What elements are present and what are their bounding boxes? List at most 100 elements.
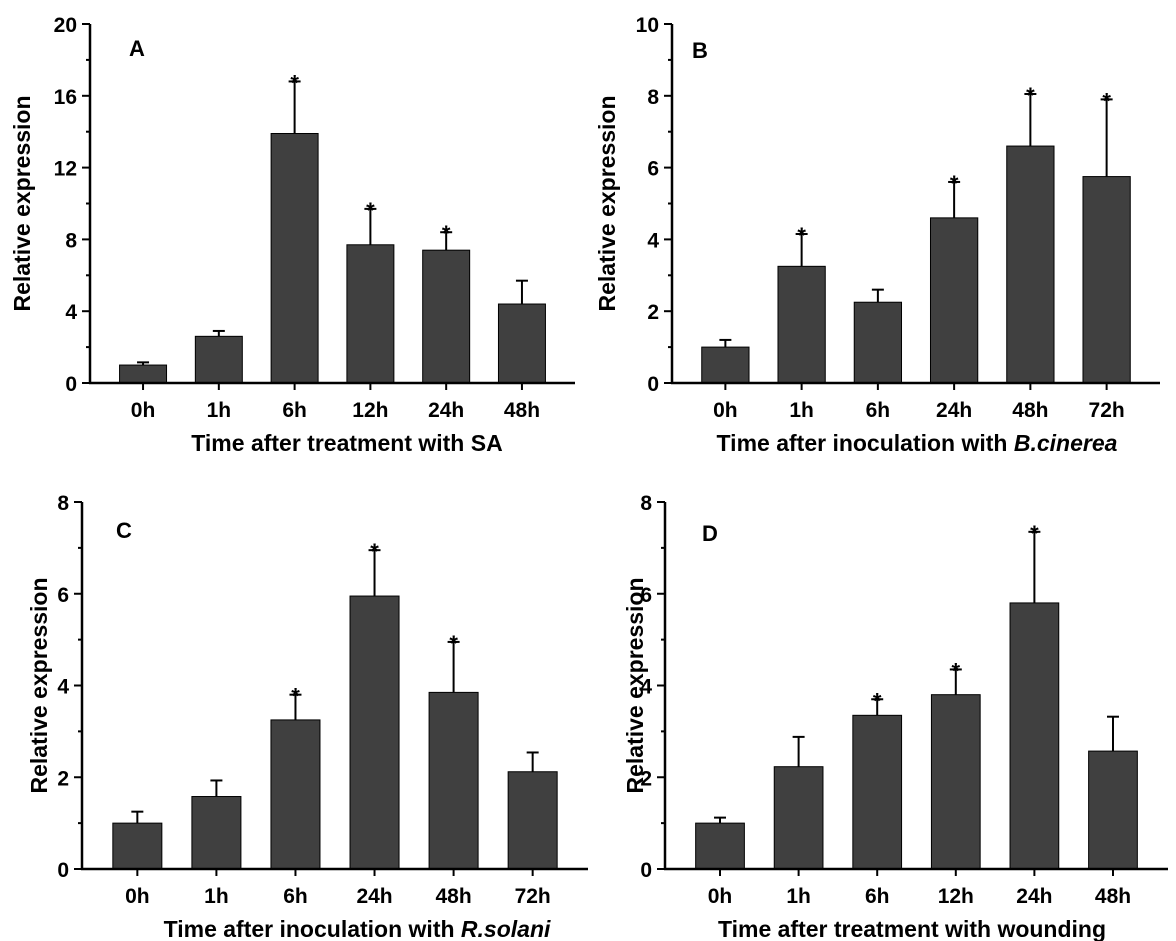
y-tick-label: 0 bbox=[640, 859, 652, 882]
x-tick-label: 1h bbox=[789, 399, 814, 422]
significance-marker: * bbox=[449, 631, 458, 656]
chart-panel-d: * * * 0 2 4 6 8 0h 1h 6h 12h 24h 48h D Relative express… bbox=[622, 492, 1168, 941]
bar bbox=[1088, 750, 1138, 870]
bar bbox=[853, 301, 903, 384]
y-axis-title: Relative expression bbox=[622, 577, 648, 793]
panel-label: B bbox=[692, 38, 708, 63]
panel-label: A bbox=[129, 36, 145, 61]
y-tick-label: 2 bbox=[647, 301, 659, 324]
y-tick-label: 4 bbox=[640, 676, 652, 699]
x-axis-title-text: Time after treatment with wounding bbox=[718, 916, 1106, 941]
bar bbox=[507, 771, 558, 870]
y-tick-label: 16 bbox=[54, 86, 77, 109]
y-tick-label: 6 bbox=[647, 158, 659, 181]
y-axis-title: Relative expression bbox=[594, 95, 620, 311]
bar bbox=[270, 719, 321, 870]
significance-marker: * bbox=[873, 688, 882, 713]
significance-marker: * bbox=[950, 171, 959, 196]
x-axis-title: Time after treatment with wounding bbox=[718, 916, 1106, 941]
x-tick-label: 6h bbox=[283, 885, 308, 908]
bar bbox=[1009, 602, 1060, 870]
y-tick-label: 6 bbox=[57, 584, 69, 607]
bar bbox=[194, 335, 243, 384]
x-tick-label: 0h bbox=[708, 885, 733, 908]
x-tick-label: 0h bbox=[713, 399, 738, 422]
x-tick-label: 48h bbox=[436, 885, 472, 908]
x-axis-title-text: Time after inoculation with bbox=[164, 916, 461, 941]
y-tick-label: 8 bbox=[647, 86, 659, 109]
x-tick-label: 1h bbox=[786, 885, 811, 908]
y-tick-label: 0 bbox=[57, 859, 69, 882]
x-tick-label: 6h bbox=[865, 885, 890, 908]
x-tick-label: 0h bbox=[131, 399, 156, 422]
x-tick-label: 6h bbox=[282, 399, 307, 422]
x-tick-label: 24h bbox=[936, 399, 972, 422]
bar bbox=[497, 303, 546, 384]
x-tick-label: 24h bbox=[356, 885, 392, 908]
y-tick-label: 0 bbox=[647, 373, 659, 396]
bar bbox=[777, 265, 826, 384]
x-tick-label: 24h bbox=[428, 399, 464, 422]
bar bbox=[346, 244, 395, 384]
x-axis-title-organism: B.cinerea bbox=[1014, 430, 1118, 456]
x-axis-title: Time after treatment with SA bbox=[191, 430, 502, 456]
bar bbox=[112, 822, 163, 870]
significance-marker: * bbox=[1030, 521, 1039, 546]
panel-label: D bbox=[702, 521, 718, 546]
bar bbox=[270, 132, 319, 384]
x-tick-label: 12h bbox=[352, 399, 388, 422]
x-tick-label: 48h bbox=[1095, 885, 1131, 908]
bar bbox=[191, 796, 242, 870]
significance-marker: * bbox=[442, 221, 451, 246]
x-tick-label: 48h bbox=[1012, 399, 1048, 422]
y-tick-label: 2 bbox=[57, 767, 69, 790]
bar bbox=[349, 595, 400, 870]
bar bbox=[695, 822, 745, 870]
chart-panel-b: * * * * 0 2 4 6 8 10 0h 1h 6h 24h 48h 72h B Relative expr… bbox=[594, 14, 1160, 456]
y-tick-label: 4 bbox=[57, 676, 69, 699]
y-axis-title: Relative expression bbox=[26, 577, 52, 793]
y-tick-label: 8 bbox=[640, 492, 652, 515]
x-tick-label: 0h bbox=[125, 885, 150, 908]
x-axis-title: Time after inoculation with B.cinerea bbox=[717, 430, 1118, 456]
x-tick-label: 12h bbox=[938, 885, 974, 908]
significance-marker: * bbox=[290, 70, 299, 95]
x-axis-title-organism: R.solani bbox=[461, 916, 551, 941]
x-axis-title-text: Time after inoculation with bbox=[717, 430, 1014, 456]
significance-marker: * bbox=[291, 684, 300, 709]
chart-panel-a: * * * 0 4 8 12 16 20 0h 1h 6h 12h 24h 48h A Relative exp… bbox=[9, 14, 575, 456]
x-tick-label: 1h bbox=[207, 399, 232, 422]
chart-panel-c: * * * 0 2 4 6 8 0h 1h 6h 24h 48h 72h C Relative express… bbox=[26, 492, 588, 941]
bar bbox=[422, 249, 471, 384]
x-tick-label: 24h bbox=[1016, 885, 1052, 908]
significance-marker: * bbox=[370, 539, 379, 564]
y-tick-label: 8 bbox=[57, 492, 69, 515]
bar bbox=[428, 691, 479, 870]
bar bbox=[773, 766, 824, 870]
y-tick-label: 6 bbox=[640, 584, 652, 607]
bar bbox=[119, 364, 168, 384]
significance-marker: * bbox=[952, 658, 961, 683]
x-tick-label: 72h bbox=[1089, 399, 1125, 422]
y-tick-label: 12 bbox=[54, 158, 77, 181]
bar bbox=[929, 217, 979, 384]
significance-marker: * bbox=[1102, 88, 1111, 113]
bar bbox=[1006, 145, 1055, 384]
y-axis-title: Relative expression bbox=[9, 95, 35, 311]
x-tick-label: 48h bbox=[504, 399, 540, 422]
significance-marker: * bbox=[366, 198, 375, 223]
x-axis-title-text: Time after treatment with SA bbox=[191, 430, 502, 456]
bar bbox=[701, 346, 750, 384]
y-tick-label: 2 bbox=[640, 767, 652, 790]
y-tick-label: 10 bbox=[636, 14, 659, 37]
y-tick-label: 4 bbox=[647, 229, 659, 252]
panel-label: C bbox=[116, 518, 132, 543]
x-tick-label: 6h bbox=[866, 399, 891, 422]
significance-marker: * bbox=[797, 223, 806, 248]
bar bbox=[1082, 176, 1131, 384]
x-axis-title: Time after inoculation with R.solani bbox=[164, 916, 551, 941]
y-tick-label: 4 bbox=[65, 301, 77, 324]
y-tick-label: 20 bbox=[54, 14, 77, 37]
bar bbox=[852, 714, 903, 870]
